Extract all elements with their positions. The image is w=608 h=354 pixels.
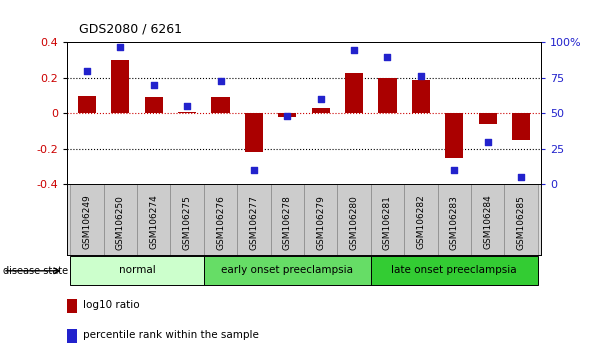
Point [349,47,359,52]
Bar [137,184,170,255]
Point [149,82,159,88]
Text: GSM106284: GSM106284 [483,195,492,250]
Point [182,103,192,109]
Text: GSM106285: GSM106285 [517,195,525,250]
Point [516,174,526,180]
Bar [378,78,396,113]
Bar [311,108,330,113]
Text: GSM106278: GSM106278 [283,195,292,250]
Text: GSM106277: GSM106277 [249,195,258,250]
Bar [67,299,77,313]
Bar [404,184,438,255]
Text: GDS2080 / 6261: GDS2080 / 6261 [79,22,182,35]
Bar [337,184,371,255]
Bar [204,184,237,255]
Text: GSM106274: GSM106274 [149,195,158,250]
Text: GSM106275: GSM106275 [182,195,192,250]
Bar [170,184,204,255]
Bar [412,80,430,113]
Bar [70,184,103,255]
Text: GSM106250: GSM106250 [116,195,125,250]
Bar [438,184,471,255]
Bar [212,97,230,113]
Point [283,113,292,119]
Bar [512,113,530,140]
Text: GSM106276: GSM106276 [216,195,225,250]
Text: disease state: disease state [3,266,68,276]
Point [249,167,259,173]
Text: normal: normal [119,265,156,275]
Bar [304,184,337,255]
Bar [278,113,297,117]
Text: GSM106281: GSM106281 [383,195,392,250]
Text: early onset preeclampsia: early onset preeclampsia [221,265,353,275]
Point [382,54,392,59]
Bar [67,329,77,343]
Bar [505,184,538,255]
Point [116,44,125,50]
Bar [271,184,304,255]
Bar [111,60,130,113]
Bar [471,184,505,255]
Bar [78,96,96,113]
Text: GSM106283: GSM106283 [450,195,459,250]
Point [483,139,492,144]
Bar [70,256,204,285]
Bar [204,256,371,285]
Bar [478,113,497,124]
Text: late onset preeclampsia: late onset preeclampsia [392,265,517,275]
Point [416,74,426,79]
Text: GSM106280: GSM106280 [350,195,359,250]
Bar [371,184,404,255]
Text: log10 ratio: log10 ratio [83,300,140,310]
Bar [371,256,538,285]
Bar [178,112,196,113]
Bar [237,184,271,255]
Bar [345,73,364,113]
Text: percentile rank within the sample: percentile rank within the sample [83,330,260,341]
Point [216,78,226,84]
Bar [103,184,137,255]
Text: GSM106249: GSM106249 [83,195,91,250]
Point [316,96,325,102]
Point [449,167,459,173]
Text: GSM106282: GSM106282 [416,195,426,250]
Bar [145,97,163,113]
Point [82,68,92,74]
Bar [244,113,263,152]
Text: GSM106279: GSM106279 [316,195,325,250]
Bar [445,113,463,158]
